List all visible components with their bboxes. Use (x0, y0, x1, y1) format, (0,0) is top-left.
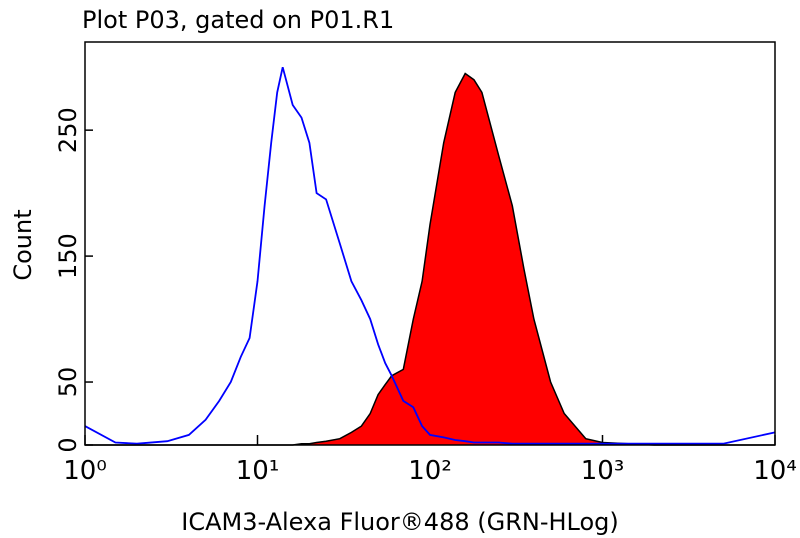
x-tick-label: 10³ (581, 456, 625, 486)
y-tick-label: 250 (54, 107, 82, 153)
y-tick-label: 0 (54, 437, 82, 452)
plot-frame (84, 41, 776, 446)
x-tick-label: 10⁴ (753, 456, 797, 486)
area-fill (85, 73, 775, 445)
y-tick-label: 50 (54, 367, 82, 398)
y-tick-label: 150 (54, 233, 82, 279)
chart-title: Plot P03, gated on P01.R1 (82, 6, 394, 34)
x-axis-label: ICAM3-Alexa Fluor®488 (GRN-HLog) (181, 508, 619, 536)
x-tick-label: 10² (408, 456, 452, 486)
y-axis-label: Count (9, 209, 37, 280)
x-tick-label: 10¹ (236, 456, 280, 486)
line (84, 66, 776, 445)
x-tick-label: 10⁰ (63, 456, 107, 486)
